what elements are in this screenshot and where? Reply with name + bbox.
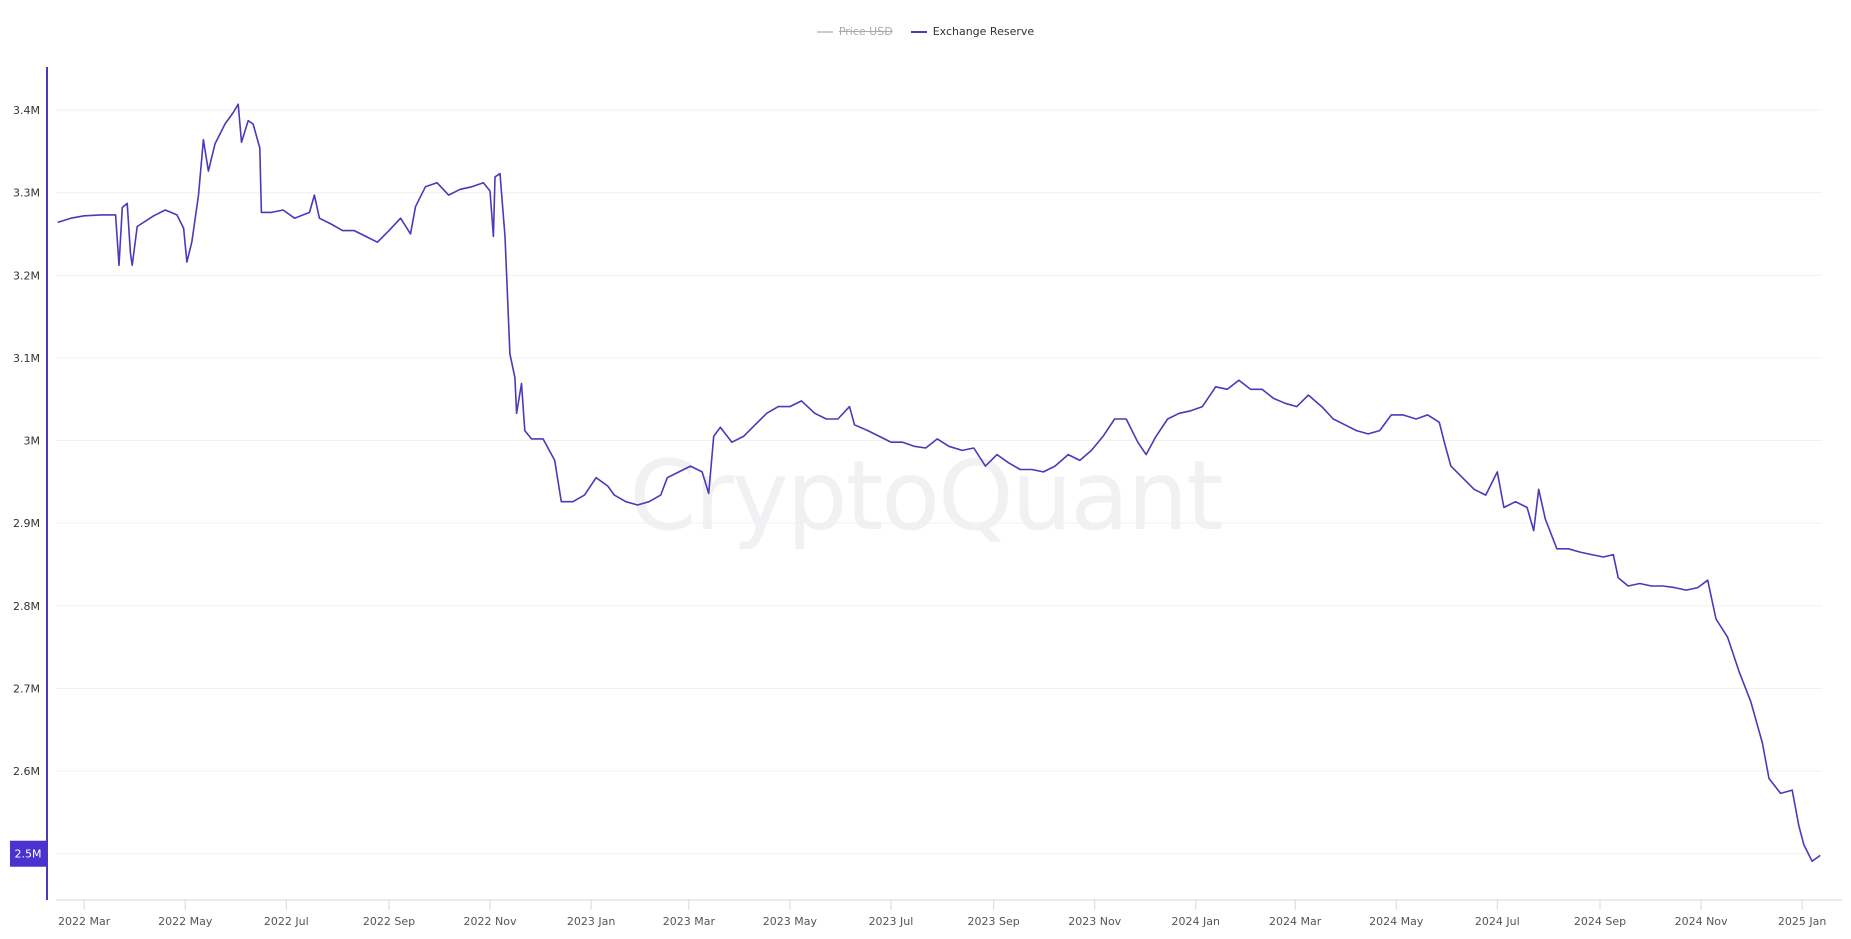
x-tick-label: 2022 Nov (464, 915, 517, 928)
x-tick-label: 2023 Jan (567, 915, 615, 928)
legend-label: Exchange Reserve (932, 25, 1035, 38)
legend-item-price-usd[interactable]: Price USD (816, 25, 893, 38)
x-tick-label: 2025 Jan (1778, 915, 1826, 928)
x-tick-label: 2022 May (158, 915, 213, 928)
x-tick-label: 2023 Nov (1068, 915, 1121, 928)
y-tick-label: 3.2M (13, 269, 40, 282)
legend-swatch (910, 30, 927, 33)
y-tick-label: 2.7M (13, 682, 40, 695)
current-value-marker (10, 840, 47, 867)
legend: Price USD Exchange Reserve (0, 25, 1851, 38)
y-tick-label: 2.6M (13, 765, 40, 778)
y-tick-label: 2.8M (13, 600, 40, 613)
x-tick-label: 2024 Mar (1269, 915, 1322, 928)
x-tick-label: 2022 Sep (363, 915, 415, 928)
x-tick-label: 2023 Mar (663, 915, 716, 928)
x-tick-label: 2024 Jan (1172, 915, 1220, 928)
x-tick-label: 2024 Sep (1574, 915, 1626, 928)
y-tick-label: 2.5M (15, 848, 42, 861)
legend-swatch (816, 30, 833, 33)
x-tick-label: 2024 Jul (1475, 915, 1520, 928)
legend-item-exchange-reserve[interactable]: Exchange Reserve (910, 25, 1035, 38)
legend-label: Price USD (838, 25, 893, 38)
x-tick-label: 2023 Jul (869, 915, 914, 928)
y-tick-label: 2.9M (13, 517, 40, 530)
x-tick-label: 2024 Nov (1675, 915, 1728, 928)
y-tick-label: 3.4M (13, 104, 40, 117)
series-line-exchange-reserve (57, 103, 1821, 862)
x-tick-label: 2023 May (763, 915, 818, 928)
x-tick-label: 2022 Mar (58, 915, 111, 928)
x-tick-label: 2023 Sep (968, 915, 1020, 928)
y-tick-label: 3M (24, 435, 41, 448)
y-tick-label: 3.1M (13, 352, 40, 365)
y-tick-label: 3.3M (13, 187, 40, 200)
x-tick-label: 2022 Jul (264, 915, 309, 928)
x-tick-label: 2024 May (1369, 915, 1424, 928)
